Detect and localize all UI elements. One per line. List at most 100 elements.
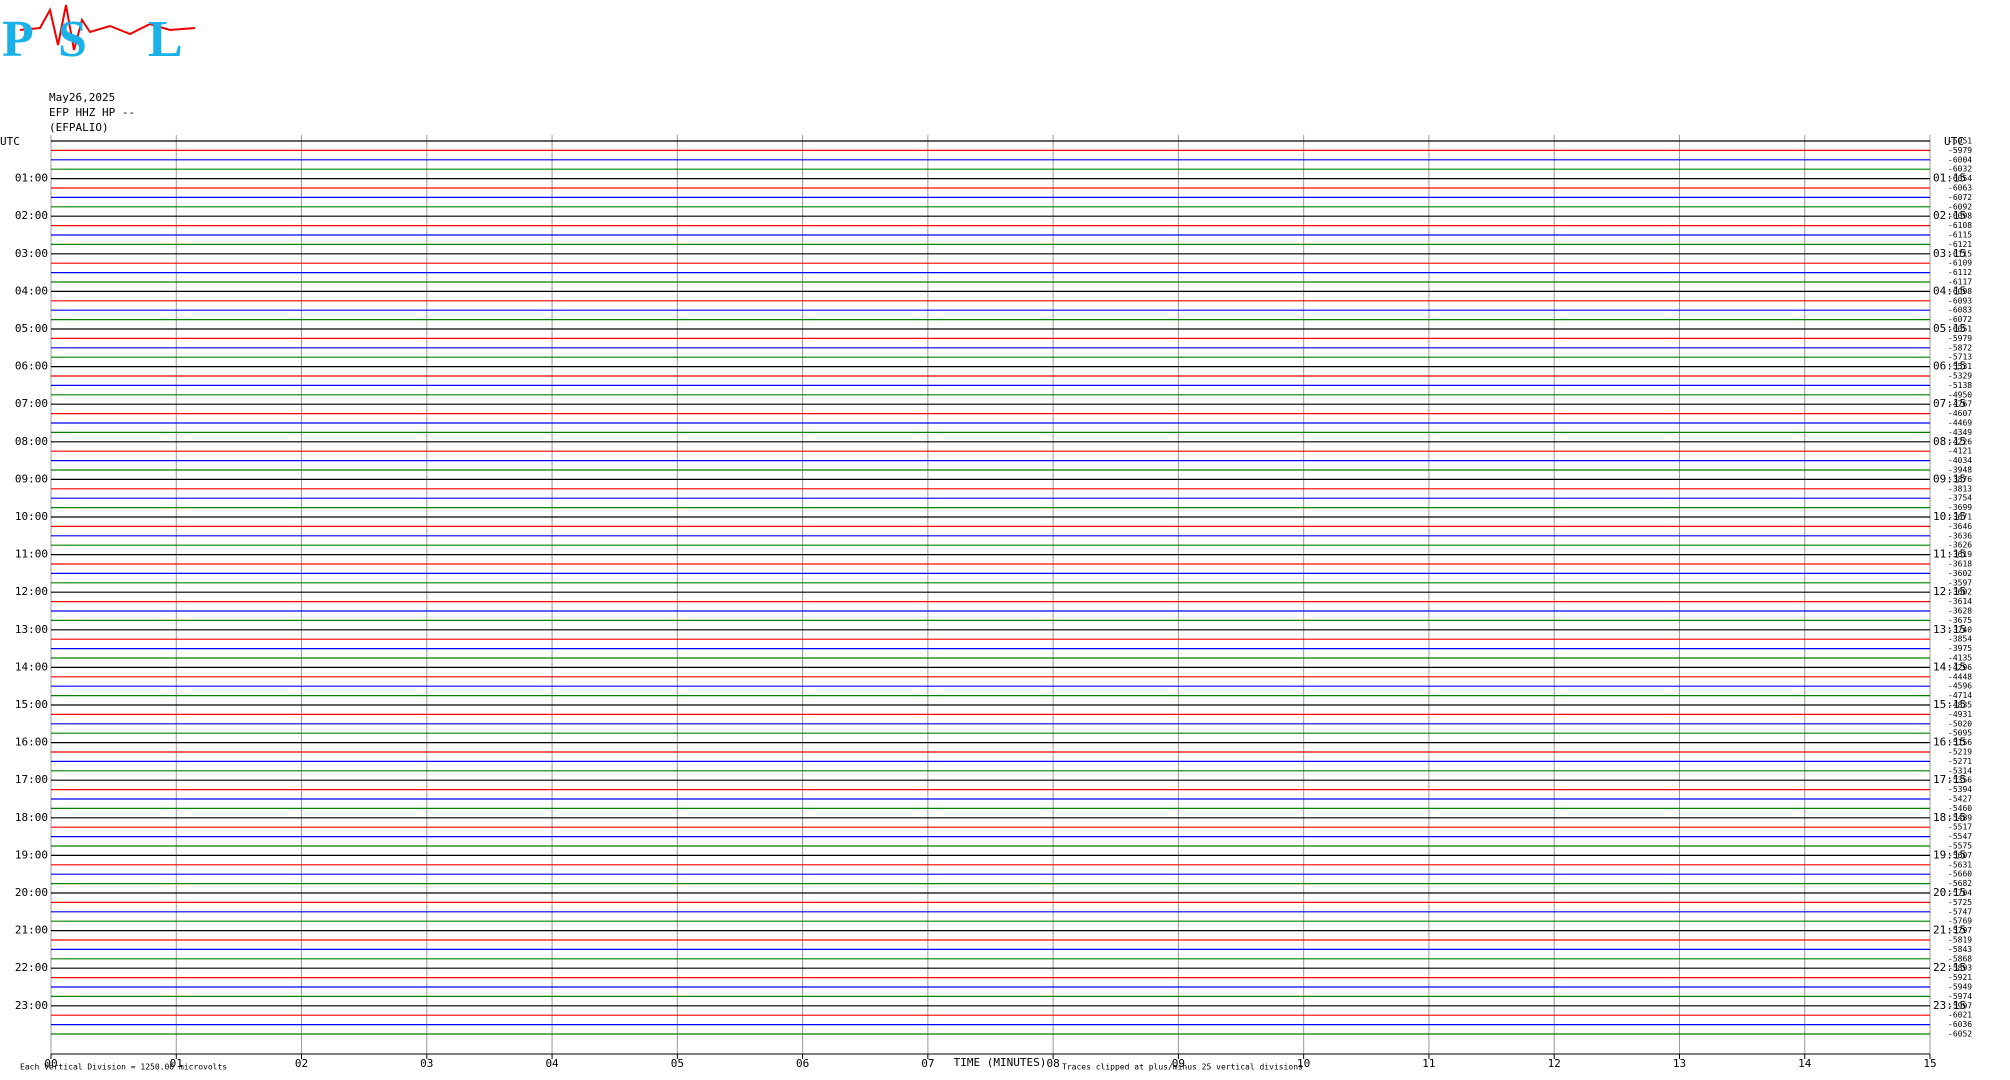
- logo: P S L: [2, 4, 196, 68]
- trace-offset: -4767: [1948, 400, 1972, 409]
- x-tick-label: 14: [1798, 1057, 1812, 1070]
- hour-label: 13:15: [1933, 623, 1966, 636]
- hour-label: 06:00: [15, 360, 48, 373]
- trace-offset: -3602: [1948, 588, 1972, 597]
- trace-offset: -3754: [1948, 494, 1972, 503]
- trace-offset: -6098: [1948, 287, 1972, 296]
- trace-offset: -4226: [1948, 437, 1972, 446]
- x-tick-label: 08: [1047, 1057, 1060, 1070]
- trace-offset: -3614: [1948, 597, 1972, 606]
- trace-offset: -5460: [1948, 804, 1972, 813]
- x-tick-label: 13: [1673, 1057, 1686, 1070]
- trace-offset: -6115: [1948, 231, 1972, 240]
- trace-offset: -5979: [1948, 146, 1972, 155]
- x-tick-label: 00: [44, 1057, 57, 1070]
- logo-wave: [19, 4, 196, 51]
- hour-label: 02:15: [1933, 209, 1966, 222]
- hour-label: 11:15: [1933, 548, 1966, 561]
- x-tick-label: 04: [545, 1057, 559, 1070]
- trace-offset: -5819: [1948, 936, 1972, 945]
- scale-note: Each Vertical Division = 1250.00 microvo…: [20, 1063, 227, 1072]
- trace-offset: -5329: [1948, 372, 1972, 381]
- hour-label: 05:00: [15, 322, 48, 335]
- trace-offset: -5725: [1948, 898, 1972, 907]
- trace-offset: -5974: [1948, 992, 1972, 1001]
- hour-label: 12:15: [1933, 585, 1966, 598]
- x-tick-label: 03: [420, 1057, 433, 1070]
- trace-offset: -6004: [1948, 155, 1972, 164]
- x-tick-label: 07: [921, 1057, 934, 1070]
- hour-label: 05:15: [1933, 322, 1966, 335]
- trace-offset: -3876: [1948, 475, 1972, 484]
- hour-label: 17:00: [15, 773, 48, 786]
- trace-offset: -6021: [1948, 1011, 1972, 1020]
- trace-offset: -5575: [1948, 842, 1972, 851]
- trace-offset: -6117: [1948, 278, 1972, 287]
- trace-offset: -6032: [1948, 165, 1972, 174]
- trace-offset: -6115: [1948, 249, 1972, 258]
- hour-label: 15:15: [1933, 698, 1966, 711]
- trace-offset: -5517: [1948, 823, 1972, 832]
- hour-label: 22:15: [1933, 961, 1966, 974]
- x-tick-label: 15: [1923, 1057, 1936, 1070]
- trace-offset: -5797: [1948, 926, 1972, 935]
- hour-label: 08:15: [1933, 435, 1966, 448]
- trace-offset: -4448: [1948, 672, 1972, 681]
- hour-label: 20:15: [1933, 886, 1966, 899]
- trace-offset: -6093: [1948, 296, 1972, 305]
- hour-label: 08:00: [15, 435, 48, 448]
- trace-offset: -6121: [1948, 240, 1972, 249]
- hour-label: 07:15: [1933, 397, 1966, 410]
- trace-offset: -6112: [1948, 268, 1972, 277]
- trace-offset: -5682: [1948, 879, 1972, 888]
- x-tick-label: 01: [170, 1057, 183, 1070]
- trace-offset: -6051: [1948, 325, 1972, 334]
- hour-label: 14:15: [1933, 660, 1966, 673]
- hour-label: 23:15: [1933, 999, 1966, 1012]
- trace-offset: -3597: [1948, 578, 1972, 587]
- trace-offset: -4121: [1948, 447, 1972, 456]
- hour-label: 11:00: [15, 548, 48, 561]
- clip-note: Traces clipped at plus/minus 25 vertical…: [1062, 1063, 1303, 1072]
- trace-offset: -6108: [1948, 221, 1972, 230]
- trace-offset: -4296: [1948, 663, 1972, 672]
- trace-offset: -5872: [1948, 343, 1972, 352]
- trace-offset: -5704: [1948, 889, 1972, 898]
- hour-label: 01:00: [15, 172, 48, 185]
- trace-offset: -4607: [1948, 409, 1972, 418]
- trace-offset: -5868: [1948, 954, 1972, 963]
- trace-offset: -3602: [1948, 569, 1972, 578]
- trace-offset: -5949: [1948, 983, 1972, 992]
- hour-label: 16:15: [1933, 736, 1966, 749]
- hour-label: 19:00: [15, 848, 48, 861]
- trace-offset: -6052: [1948, 1030, 1972, 1039]
- trace-offset: -5138: [1948, 381, 1972, 390]
- trace-offset: -5394: [1948, 785, 1972, 794]
- trace-offset: -4714: [1948, 691, 1972, 700]
- trace-offset: -3646: [1948, 522, 1972, 531]
- trace-offset: -3618: [1948, 560, 1972, 569]
- hour-label: 14:00: [15, 660, 48, 673]
- trace-offset: -5219: [1948, 748, 1972, 757]
- time-axis-title: TIME (MINUTES): [954, 1056, 1047, 1069]
- trace-offset: -3636: [1948, 531, 1972, 540]
- trace-offset: -5843: [1948, 945, 1972, 954]
- hour-label: 01:15: [1933, 172, 1966, 185]
- site: (EFPALIO): [49, 121, 109, 134]
- trace-offset: -5531: [1948, 362, 1972, 371]
- x-tick-label: 06: [796, 1057, 809, 1070]
- trace-offset: -3628: [1948, 607, 1972, 616]
- trace-offset: -5427: [1948, 795, 1972, 804]
- hour-label: 23:00: [15, 999, 48, 1012]
- logo-letter: P: [2, 11, 34, 68]
- trace-offset: -5156: [1948, 738, 1972, 747]
- trace-offset: -3626: [1948, 541, 1972, 550]
- hour-label: 07:00: [15, 397, 48, 410]
- trace-offset: -4034: [1948, 456, 1972, 465]
- hour-label: 20:00: [15, 886, 48, 899]
- trace-offset: -5095: [1948, 729, 1972, 738]
- hour-label: 10:15: [1933, 510, 1966, 523]
- trace-offset: -3975: [1948, 644, 1972, 653]
- trace-offset: -5660: [1948, 870, 1972, 879]
